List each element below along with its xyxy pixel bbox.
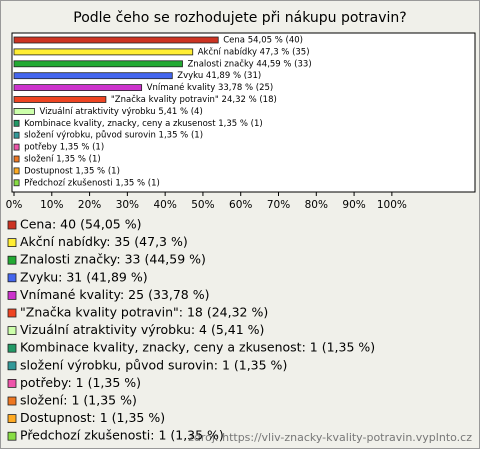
value-label: Znalosti značky 44,59 % (33) [187, 58, 311, 69]
value-label: Akční nabídky 47,3 % (35) [198, 46, 310, 57]
value-label: Kombinace kvality, znacky, ceny a zkusen… [24, 119, 263, 129]
bar [13, 108, 35, 115]
value-label: složení 1,35 % (1) [24, 155, 101, 165]
legend-swatch [7, 220, 17, 230]
x-tick-label: 50% [191, 199, 214, 211]
value-label: Cena 54,05 % (40) [223, 36, 303, 46]
bar [13, 48, 194, 56]
legend-swatch [7, 290, 17, 300]
legend-swatch [7, 396, 17, 406]
value-label: Vnímané kvality 33,78 % (25) [147, 82, 274, 93]
bar [13, 131, 20, 139]
bar [13, 143, 20, 151]
legend-label: složení výrobku, původ surovin: 1 (1,35 … [20, 357, 287, 372]
bar [13, 119, 20, 127]
bar [13, 155, 20, 163]
x-tick-label: 90% [342, 199, 365, 211]
bar [13, 96, 107, 103]
legend-label: Předchozí zkušenosti: 1 (1,35 %) [20, 428, 224, 443]
x-tick-label: 30% [116, 199, 139, 211]
value-label: Předchozí zkušenosti 1,35 % (1) [24, 177, 160, 188]
legend-swatch [7, 273, 17, 283]
value-label: složení výrobku, původ surovin 1,35 % (1… [24, 130, 203, 141]
bar [13, 60, 183, 68]
source: zdroj: https://vliv-znacky-kvality-potra… [188, 431, 472, 444]
value-label: Vizuální atraktivity výrobku 5,41 % (4) [39, 107, 202, 117]
plot-area [11, 32, 476, 193]
x-tick-label: 70% [267, 199, 290, 211]
bar [13, 72, 173, 80]
legend-swatch [7, 255, 17, 265]
legend-label: Akční nabídky: 35 (47,3 %) [20, 234, 188, 249]
legend-label: Vizuální atraktivity výrobku: 4 (5,41 %) [20, 322, 264, 337]
legend-label: Dostupnost: 1 (1,35 %) [20, 410, 165, 425]
legend-label: Zvyku: 31 (41,89 %) [20, 269, 148, 284]
x-tick-label: 10% [40, 199, 63, 211]
legend-label: "Značka kvality potravin": 18 (24,32 %) [20, 305, 268, 320]
bar [13, 36, 219, 44]
legend-label: Cena: 40 (54,05 %) [20, 217, 141, 232]
value-label: potřeby 1,35 % (1) [24, 143, 104, 153]
legend-label: potřeby: 1 (1,35 %) [20, 375, 141, 390]
chart-title: Podle čeho se rozhodujete při nákupu pot… [73, 10, 406, 26]
legend-swatch [7, 361, 17, 371]
legend-label: Vnímané kvality: 25 (33,78 %) [20, 287, 209, 302]
legend-swatch [7, 343, 17, 353]
legend-label: Kombinace kvality, znacky, ceny a zkusen… [20, 340, 375, 355]
legend-label: Znalosti značky: 33 (44,59 %) [20, 252, 206, 267]
bar [13, 84, 143, 91]
x-tick-label: 80% [305, 199, 328, 211]
legend-swatch [7, 238, 17, 248]
value-label: "Značka kvality potravin" 24,32 % (18) [111, 94, 277, 105]
legend-swatch [7, 308, 17, 318]
bar [13, 167, 20, 175]
x-tick-label: 20% [78, 199, 101, 211]
x-tick-label: 0% [6, 199, 23, 211]
x-tick-label: 40% [153, 199, 176, 211]
value-label: Zvyku 41,89 % (31) [177, 71, 261, 81]
value-label: Dostupnost 1,35 % (1) [24, 166, 120, 176]
x-tick-label: 100% [377, 199, 407, 211]
bar [13, 179, 20, 187]
legend-swatch [7, 378, 17, 388]
legend-swatch [7, 326, 17, 336]
x-tick-label: 60% [229, 199, 252, 211]
legend-label: složení: 1 (1,35 %) [20, 393, 137, 408]
legend-swatch [7, 414, 17, 424]
legend-swatch [7, 431, 17, 441]
